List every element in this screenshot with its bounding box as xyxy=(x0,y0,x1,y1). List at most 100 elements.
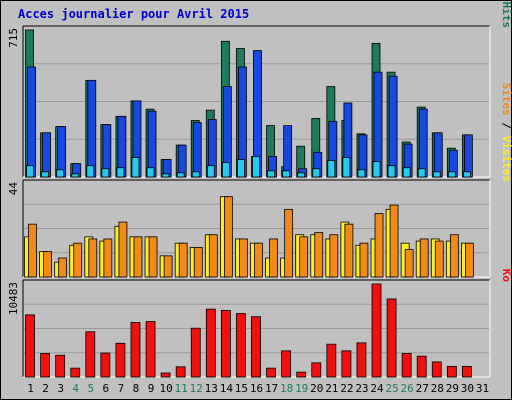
y-max-label: 715 xyxy=(7,28,20,48)
bar-pages-day-2 xyxy=(41,171,49,178)
bar-sites-day-8 xyxy=(133,236,143,278)
bar-pages-day-20 xyxy=(312,168,321,178)
x-tick-label-day-31: 31 xyxy=(476,382,489,395)
bar-pages-day-17 xyxy=(267,170,275,178)
legend-text: / xyxy=(500,0,512,2)
bar-sites-day-28 xyxy=(434,240,444,278)
bar-ko-day-16 xyxy=(251,316,261,378)
x-tick-label-day-2: 2 xyxy=(42,382,49,395)
x-tick-label-day-21: 21 xyxy=(325,382,338,395)
bar-ko-day-29 xyxy=(446,365,457,378)
bar-pages-day-4 xyxy=(71,173,80,178)
series-legend: Ko xyxy=(500,269,512,283)
bar-ko-day-10 xyxy=(160,372,171,378)
x-tick-label-day-15: 15 xyxy=(235,382,248,395)
bar-pages-day-18 xyxy=(282,170,291,178)
bar-sites-day-18 xyxy=(284,208,294,278)
bar-fichiers-day-11 xyxy=(177,144,187,178)
x-tick-label-day-30: 30 xyxy=(461,382,474,395)
bar-pages-day-22 xyxy=(342,157,351,178)
bar-fichiers-day-12 xyxy=(192,122,202,178)
bar-sites-day-7 xyxy=(118,221,128,278)
legend-text: Ko xyxy=(500,269,512,283)
bar-fichiers-day-28 xyxy=(433,132,443,178)
bar-sites-day-23 xyxy=(359,242,369,278)
bar-ko-day-25 xyxy=(386,298,397,378)
bar-sites-day-6 xyxy=(103,238,113,278)
bar-sites-day-10 xyxy=(163,255,173,278)
bar-sites-day-11 xyxy=(178,242,188,278)
x-tick-label-day-24: 24 xyxy=(370,382,384,395)
bar-pages-day-14 xyxy=(221,162,230,178)
bar-pages-day-10 xyxy=(161,173,170,178)
bar-pages-day-30 xyxy=(463,171,471,178)
bar-pages-day-13 xyxy=(206,165,215,178)
x-tick-label-day-1: 1 xyxy=(27,382,34,395)
chart-title: Acces journalier pour Avril 2015 xyxy=(18,7,250,21)
x-tick-label-day-12: 12 xyxy=(190,382,203,395)
legend-text: Visites xyxy=(500,136,512,182)
x-tick-label-day-20: 20 xyxy=(310,382,323,395)
legend-text: Hits xyxy=(500,2,512,29)
bar-ko-day-3 xyxy=(55,354,66,378)
bar-pages-day-9 xyxy=(146,167,155,178)
bar-pages-day-7 xyxy=(116,167,125,178)
x-tick-label-day-29: 29 xyxy=(446,382,459,395)
bar-ko-day-1 xyxy=(25,314,35,378)
bar-pages-day-21 xyxy=(327,160,336,178)
bar-pages-day-12 xyxy=(191,171,200,178)
x-tick-label-day-4: 4 xyxy=(72,382,79,395)
bar-ko-day-27 xyxy=(416,355,427,378)
series-legend: Sites / Visites xyxy=(500,83,512,182)
bar-sites-day-16 xyxy=(254,242,263,278)
series-legend: Pages / Fichiers / Hits xyxy=(500,0,512,28)
x-tick-label-day-25: 25 xyxy=(385,382,398,395)
bar-fichiers-day-25 xyxy=(388,75,398,178)
x-tick-label-day-13: 13 xyxy=(205,382,218,395)
x-tick-label-day-3: 3 xyxy=(57,382,64,395)
bar-sites-day-15 xyxy=(239,238,248,278)
bar-sites-day-30 xyxy=(465,242,474,278)
x-tick-label-day-11: 11 xyxy=(175,382,188,395)
bar-fichiers-day-27 xyxy=(418,108,428,178)
bar-ko-day-9 xyxy=(145,321,156,378)
x-tick-label-day-27: 27 xyxy=(416,382,429,395)
bar-sites-day-5 xyxy=(88,238,98,278)
bar-ko-day-13 xyxy=(205,308,216,378)
bar-ko-day-5 xyxy=(85,331,96,378)
y-max-label: 44 xyxy=(7,182,20,196)
x-tick-label-day-5: 5 xyxy=(87,382,94,395)
bar-pages-day-15 xyxy=(237,159,245,178)
x-tick-label-day-17: 17 xyxy=(265,382,278,395)
bar-ko-day-7 xyxy=(115,342,126,378)
bar-fichiers-day-2 xyxy=(42,132,51,178)
bar-ko-day-22 xyxy=(341,350,352,378)
panel-kbytes: 10483 Ko xyxy=(7,269,512,378)
x-tick-label-day-18: 18 xyxy=(280,382,293,395)
x-tick-label-day-10: 10 xyxy=(159,382,172,395)
x-tick-label-day-8: 8 xyxy=(133,382,140,395)
bar-ko-day-18 xyxy=(281,350,292,378)
bar-fichiers-day-9 xyxy=(147,110,157,178)
bar-fichiers-day-30 xyxy=(464,134,473,178)
x-tick-label-day-6: 6 xyxy=(103,382,110,395)
bar-sites-day-27 xyxy=(419,238,429,278)
x-tick-label-day-9: 9 xyxy=(148,382,155,395)
x-tick-label-day-28: 28 xyxy=(431,382,444,395)
bar-sites-day-26 xyxy=(404,249,414,278)
bar-pages-day-1 xyxy=(26,165,34,178)
bar-fichiers-day-1 xyxy=(27,66,36,178)
bar-ko-day-17 xyxy=(266,367,276,378)
bar-ko-day-20 xyxy=(311,362,322,378)
bar-sites-day-14 xyxy=(223,196,233,278)
bar-pages-day-29 xyxy=(447,171,456,178)
bar-sites-day-1 xyxy=(28,223,37,278)
bar-pages-day-24 xyxy=(372,161,381,178)
y-max-label: 10483 xyxy=(7,282,20,315)
bar-ko-day-24 xyxy=(371,283,382,378)
bar-ko-day-28 xyxy=(431,361,442,378)
bar-sites-day-22 xyxy=(344,223,354,278)
bar-pages-day-5 xyxy=(86,165,95,178)
bar-sites-day-21 xyxy=(329,234,339,278)
